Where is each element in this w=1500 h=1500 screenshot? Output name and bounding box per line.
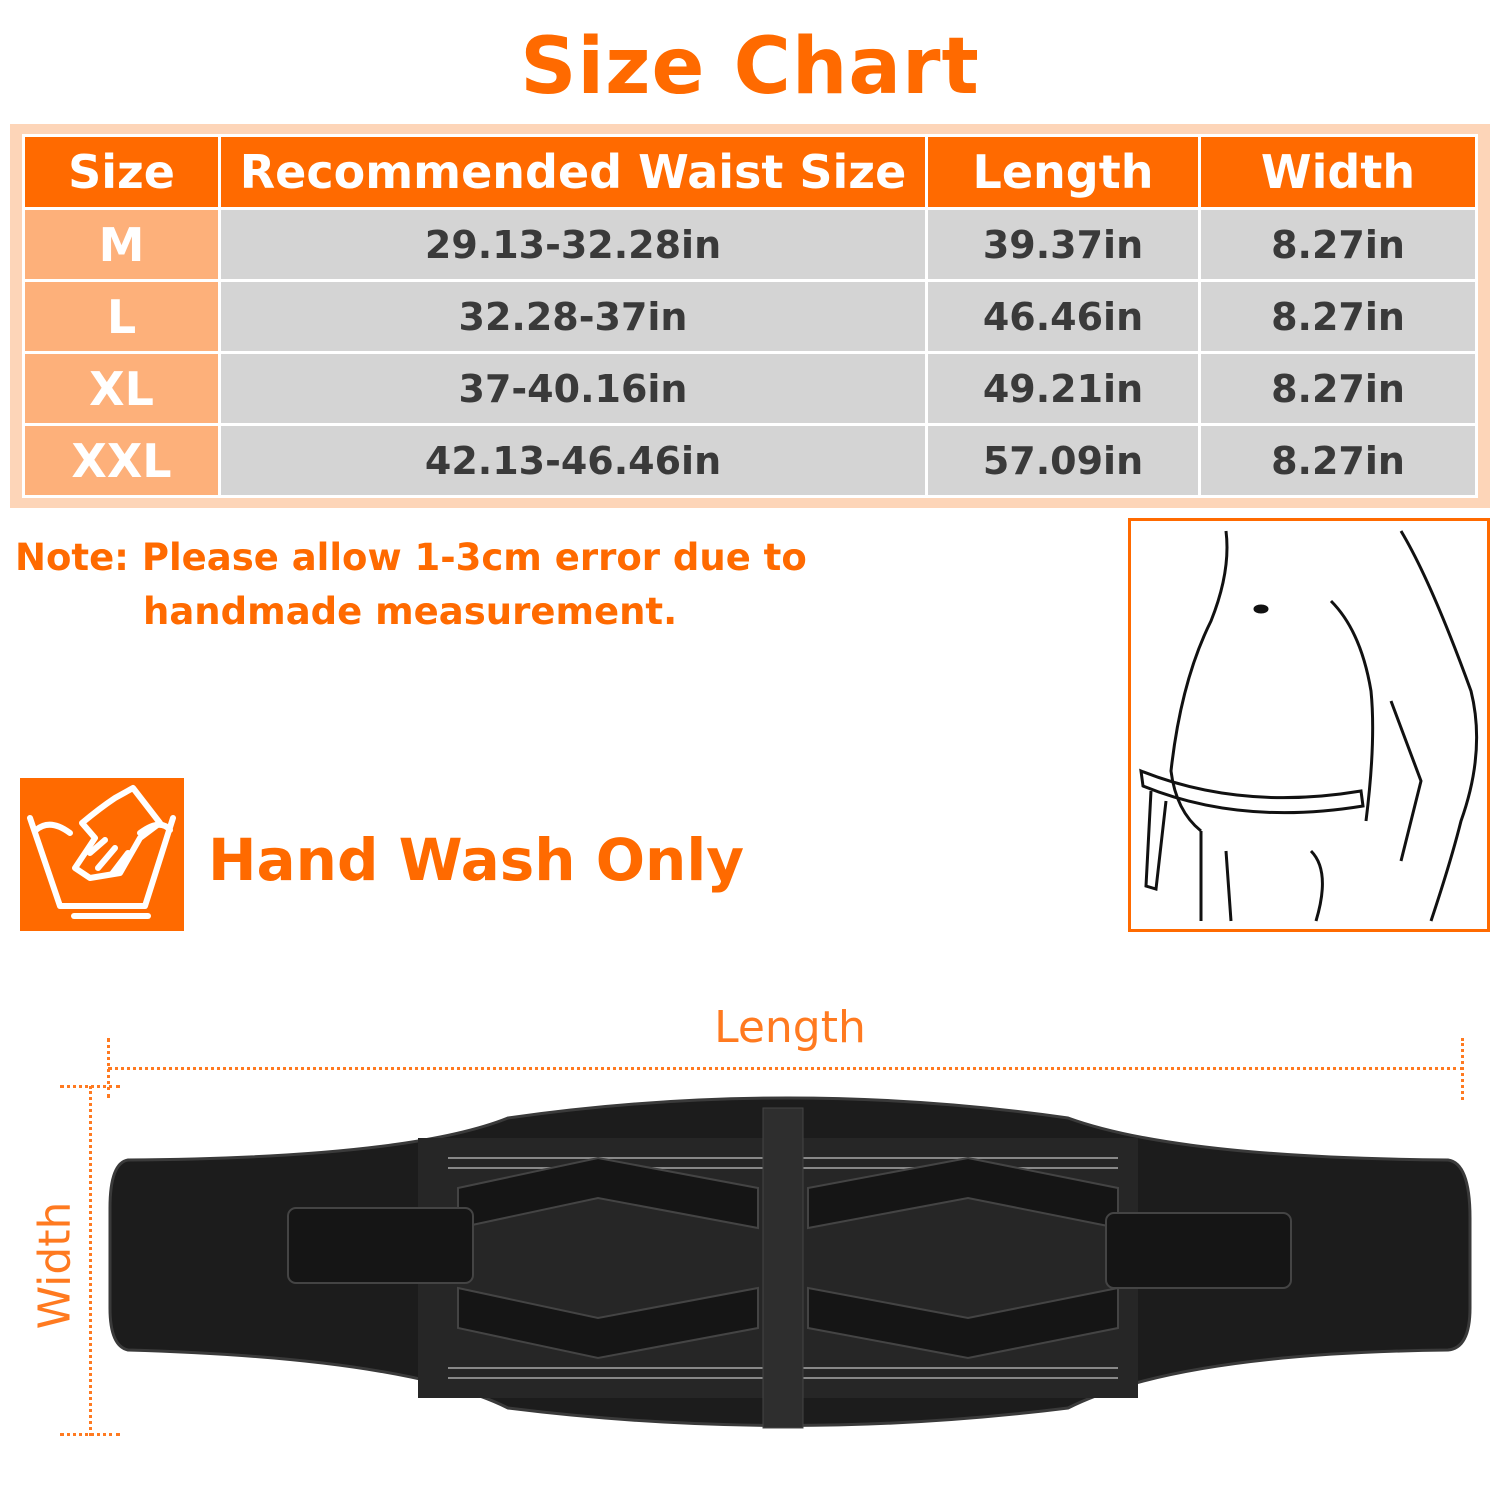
waist-cell: 32.28-37in	[221, 282, 925, 351]
header-length: Length	[928, 137, 1198, 207]
width-cell: 8.27in	[1201, 282, 1475, 351]
size-cell: XL	[25, 354, 218, 423]
width-tick-bottom	[60, 1433, 120, 1436]
waist-cell: 29.13-32.28in	[221, 210, 925, 279]
length-cell: 57.09in	[928, 426, 1198, 495]
width-tick-top	[60, 1085, 120, 1088]
header-size: Size	[25, 137, 218, 207]
hand-wash-label: Hand Wash Only	[208, 826, 745, 894]
width-dimension-line	[89, 1086, 92, 1436]
header-width: Width	[1201, 137, 1475, 207]
page-title: Size Chart	[520, 22, 980, 112]
table-row: XXL 42.13-46.46in 57.09in 8.27in	[25, 426, 1475, 495]
table-header-row: Size Recommended Waist Size Length Width	[25, 137, 1475, 207]
length-cell: 46.46in	[928, 282, 1198, 351]
width-cell: 8.27in	[1201, 354, 1475, 423]
width-cell: 8.27in	[1201, 426, 1475, 495]
width-label: Width	[29, 1201, 81, 1330]
waist-measure-illustration	[1128, 518, 1490, 932]
length-tick-left	[107, 1038, 110, 1098]
size-cell: M	[25, 210, 218, 279]
length-dimension-line	[108, 1067, 1464, 1070]
waist-cell: 42.13-46.46in	[221, 426, 925, 495]
header-waist: Recommended Waist Size	[221, 137, 925, 207]
note-line-2: handmade measurement.	[143, 590, 678, 633]
length-tick-right	[1461, 1038, 1464, 1100]
size-table: Size Recommended Waist Size Length Width…	[10, 124, 1490, 508]
table-row: L 32.28-37in 46.46in 8.27in	[25, 282, 1475, 351]
table-row: XL 37-40.16in 49.21in 8.27in	[25, 354, 1475, 423]
width-cell: 8.27in	[1201, 210, 1475, 279]
note-line-1: Note: Please allow 1-3cm error due to	[15, 536, 807, 579]
hand-wash-icon	[20, 778, 184, 931]
table-row: M 29.13-32.28in 39.37in 8.27in	[25, 210, 1475, 279]
size-cell: L	[25, 282, 218, 351]
length-cell: 49.21in	[928, 354, 1198, 423]
waist-cell: 37-40.16in	[221, 354, 925, 423]
back-brace-image	[108, 1088, 1472, 1442]
size-cell: XXL	[25, 426, 218, 495]
length-cell: 39.37in	[928, 210, 1198, 279]
length-label: Length	[714, 1002, 866, 1053]
